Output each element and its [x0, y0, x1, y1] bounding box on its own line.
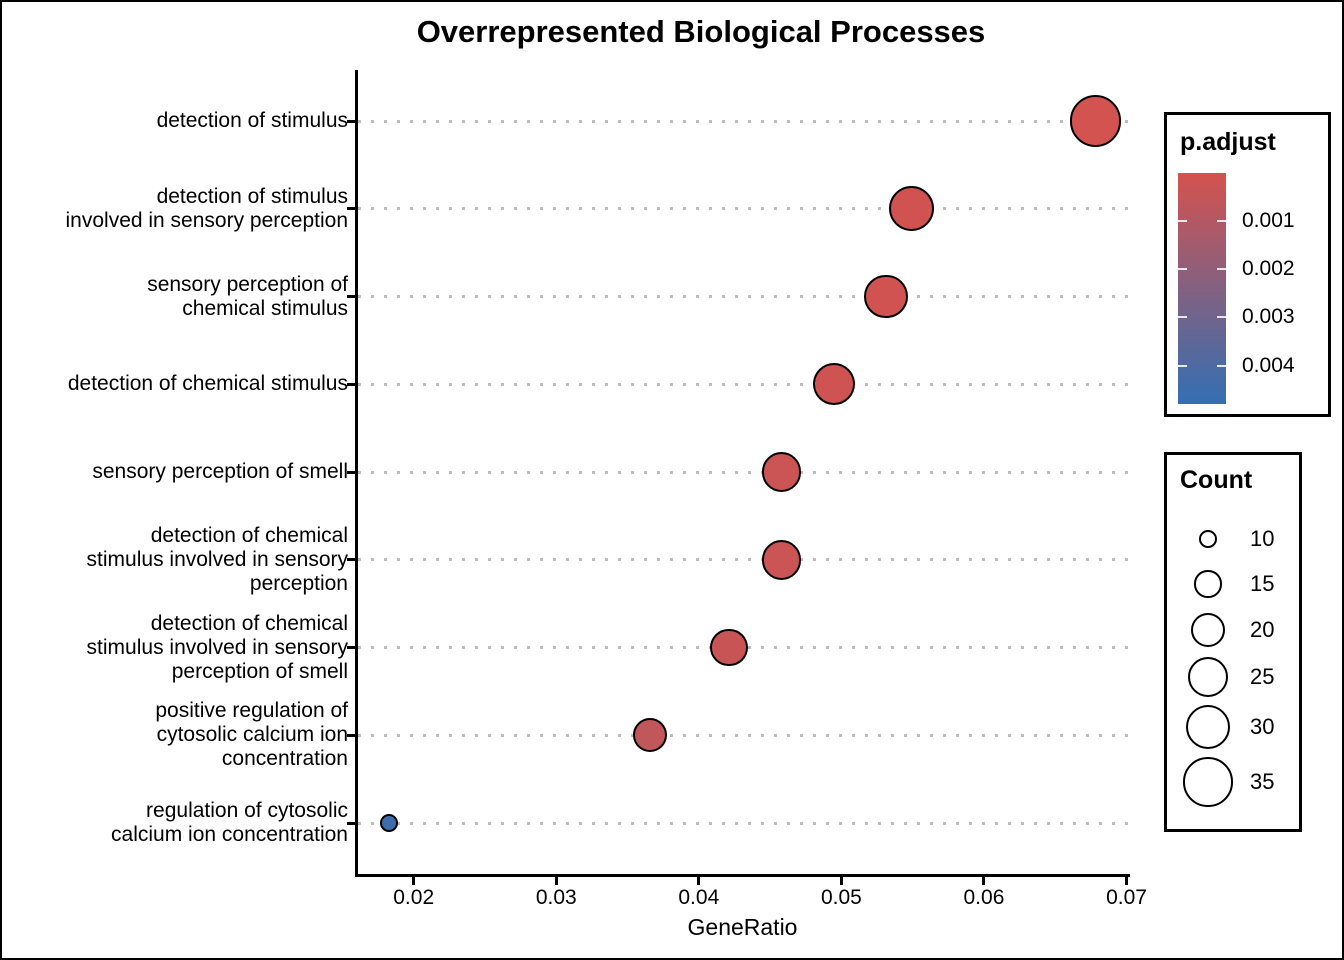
x-axis-tick-label: 0.02: [393, 886, 435, 909]
size-legend-circle: [1185, 704, 1231, 750]
gridline: [358, 295, 1128, 298]
x-axis-title: GeneRatio: [687, 914, 798, 940]
gridline: [358, 382, 1128, 386]
y-axis-label-text: positive regulation of cytosolic calcium…: [155, 699, 348, 771]
colorbar-tick: [1217, 364, 1226, 367]
size-legend-label: 15: [1250, 571, 1275, 596]
x-axis-tick: [554, 877, 558, 885]
size-legend-label: 10: [1250, 526, 1275, 551]
y-axis-tick: [347, 821, 355, 825]
data-point: [380, 814, 399, 832]
data-point: [888, 186, 934, 232]
y-axis-tick: [347, 470, 355, 474]
colorbar: [1178, 173, 1226, 404]
y-axis-tick: [347, 207, 355, 211]
plot-title: Overrepresented Biological Processes: [416, 14, 986, 49]
colorbar-tick: [1217, 316, 1226, 319]
y-axis-label-text: detection of stimulus involved in sensor…: [65, 184, 349, 232]
y-axis-label: detection of stimulus involved in sensor…: [12, 154, 349, 264]
y-axis-label: detection of chemical stimulus involved …: [12, 593, 348, 703]
y-axis-label: sensory perception of smell: [12, 417, 348, 527]
color-legend-title: p.adjust: [1180, 128, 1276, 156]
size-legend-label: 25: [1250, 664, 1275, 689]
size-legend-title: Count: [1180, 466, 1253, 494]
y-axis-tick: [347, 558, 355, 562]
data-point: [709, 628, 748, 667]
y-axis-label-text: regulation of cytosolic calcium ion conc…: [111, 799, 348, 846]
gridline: [358, 470, 1128, 474]
y-axis-label: positive regulation of cytosolic calcium…: [12, 680, 348, 790]
y-axis-label: detection of stimulus: [12, 66, 348, 176]
y-axis-label-text: detection of stimulus: [156, 109, 348, 132]
colorbar-tick: [1178, 364, 1187, 367]
data-point: [1069, 95, 1121, 147]
size-legend-label: 30: [1250, 714, 1275, 739]
size-legend-circle: [1199, 530, 1217, 548]
colorbar-tick: [1178, 268, 1187, 271]
colorbar-tick: [1217, 268, 1226, 271]
y-axis-label-text: sensory perception of smell: [92, 460, 348, 483]
y-axis-tick: [347, 733, 355, 737]
colorbar-tick-label: 0.002: [1242, 257, 1295, 281]
y-axis-label: sensory perception of chemical stimulus: [12, 242, 348, 352]
size-legend-label: 35: [1250, 769, 1275, 794]
y-axis-tick: [347, 119, 355, 123]
y-axis-label-text: detection of chemical stimulus: [67, 372, 348, 396]
data-point: [761, 452, 802, 492]
size-legend-circle: [1190, 612, 1226, 648]
gridline: [358, 119, 1128, 123]
data-point: [813, 363, 856, 406]
colorbar-tick-label: 0.001: [1242, 209, 1295, 233]
size-legend-circle: [1188, 657, 1228, 697]
x-axis-tick: [697, 877, 701, 885]
data-point: [633, 718, 668, 753]
y-axis-label: detection of chemical stimulus: [12, 329, 348, 439]
y-axis-tick: [347, 382, 355, 386]
gridline: [358, 821, 1128, 825]
colorbar-tick: [1178, 316, 1187, 319]
y-axis-tick: [347, 295, 355, 298]
y-axis-line: [355, 70, 358, 877]
colorbar-tick: [1178, 220, 1187, 223]
size-legend-label: 20: [1250, 617, 1275, 642]
y-axis-tick: [347, 646, 355, 649]
x-axis-tick-label: 0.06: [963, 886, 1005, 909]
x-axis-tick: [412, 877, 416, 885]
y-axis-label-text: detection of chemical stimulus involved …: [86, 523, 348, 595]
data-point: [863, 274, 908, 319]
colorbar-tick-label: 0.004: [1242, 353, 1295, 377]
x-axis-tick-label: 0.07: [1106, 886, 1147, 909]
x-axis-tick-label: 0.04: [678, 886, 720, 909]
x-axis-tick: [982, 877, 986, 885]
gridline: [358, 733, 1128, 737]
y-axis-label: detection of chemical stimulus involved …: [12, 505, 348, 615]
gridline: [358, 558, 1128, 562]
y-axis-label-text: sensory perception of chemical stimulus: [147, 272, 348, 320]
y-axis-label-text: detection of chemical stimulus involved …: [86, 611, 348, 683]
colorbar-tick-label: 0.003: [1242, 305, 1295, 329]
y-axis-label: regulation of cytosolic calcium ion conc…: [12, 768, 348, 878]
size-legend-circle: [1183, 757, 1233, 807]
gridline: [358, 207, 1128, 211]
x-axis-tick-label: 0.03: [535, 886, 577, 909]
size-legend-circle: [1194, 570, 1222, 598]
data-point: [761, 539, 802, 580]
x-axis-line: [355, 874, 1130, 877]
x-axis-tick: [839, 877, 843, 885]
x-axis-tick: [1125, 877, 1128, 885]
x-axis-tick-label: 0.05: [820, 886, 862, 909]
colorbar-tick: [1217, 220, 1226, 223]
